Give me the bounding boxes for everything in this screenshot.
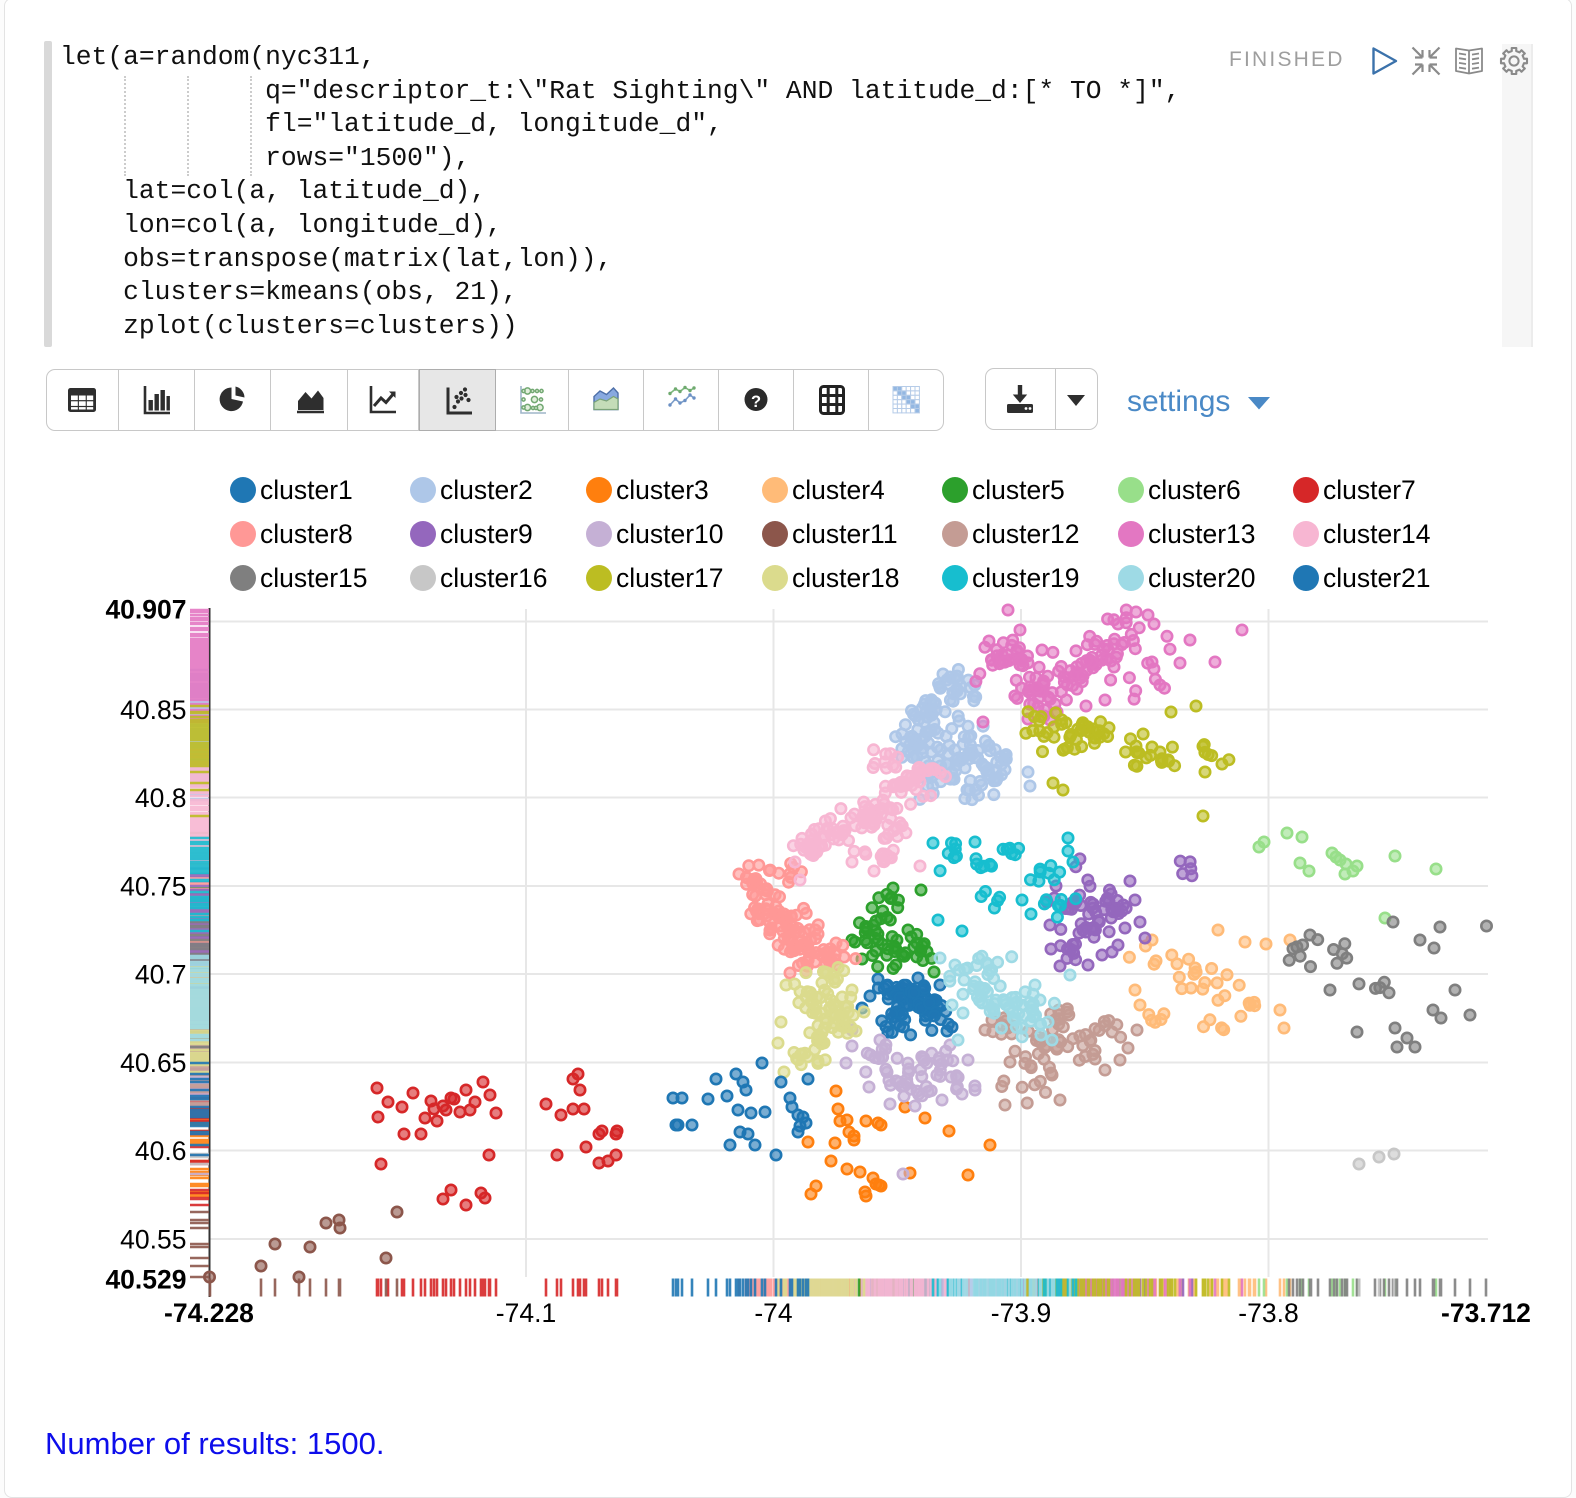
svg-text:cluster14: cluster14 (1323, 519, 1431, 549)
svg-text:cluster17: cluster17 (616, 563, 724, 593)
svg-text:cluster16: cluster16 (440, 563, 548, 593)
svg-text:cluster1: cluster1 (260, 475, 353, 505)
svg-text:cluster9: cluster9 (440, 519, 533, 549)
svg-text:cluster11: cluster11 (792, 519, 898, 549)
svg-text:cluster19: cluster19 (972, 563, 1080, 593)
svg-text:cluster21: cluster21 (1323, 563, 1431, 593)
svg-text:cluster15: cluster15 (260, 563, 368, 593)
svg-text:cluster6: cluster6 (1148, 475, 1241, 505)
svg-text:cluster3: cluster3 (616, 475, 709, 505)
svg-text:-73.8: -73.8 (1238, 1298, 1298, 1328)
svg-text:-74.228: -74.228 (164, 1298, 254, 1328)
svg-text:cluster2: cluster2 (440, 475, 533, 505)
svg-text:cluster13: cluster13 (1148, 519, 1256, 549)
svg-text:cluster18: cluster18 (792, 563, 900, 593)
svg-text:40.6: 40.6 (135, 1136, 187, 1166)
svg-text:cluster12: cluster12 (972, 519, 1080, 549)
svg-text:40.7: 40.7 (135, 960, 187, 990)
svg-text:-74: -74 (754, 1298, 792, 1328)
svg-text:40.529: 40.529 (105, 1265, 186, 1295)
svg-text:40.8: 40.8 (135, 783, 187, 813)
svg-text:-73.9: -73.9 (991, 1298, 1051, 1328)
svg-text:?: ? (751, 393, 761, 411)
svg-text:40.65: 40.65 (120, 1048, 186, 1078)
svg-text:-73.712: -73.712 (1441, 1298, 1531, 1328)
svg-text:cluster20: cluster20 (1148, 563, 1256, 593)
svg-text:40.75: 40.75 (120, 872, 186, 902)
svg-text:40.55: 40.55 (120, 1225, 186, 1255)
svg-text:40.907: 40.907 (105, 595, 186, 625)
svg-text:40.85: 40.85 (120, 695, 186, 725)
svg-text:cluster7: cluster7 (1323, 475, 1416, 505)
svg-text:-74.1: -74.1 (496, 1298, 556, 1328)
svg-text:cluster8: cluster8 (260, 519, 353, 549)
svg-text:cluster4: cluster4 (792, 475, 885, 505)
svg-text:cluster5: cluster5 (972, 475, 1065, 505)
svg-text:cluster10: cluster10 (616, 519, 724, 549)
